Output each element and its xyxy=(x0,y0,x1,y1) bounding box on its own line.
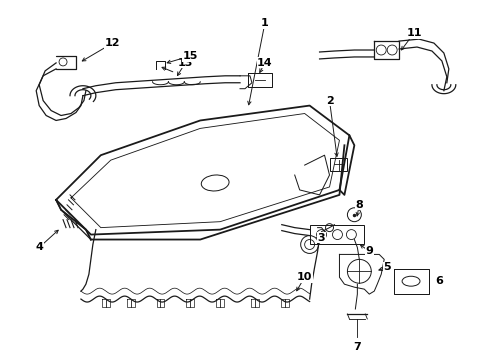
Text: 15: 15 xyxy=(182,51,198,61)
Text: 6: 6 xyxy=(434,276,442,286)
Text: 9: 9 xyxy=(365,247,372,256)
Text: 7: 7 xyxy=(353,342,361,352)
Text: 8: 8 xyxy=(355,200,363,210)
Text: 2: 2 xyxy=(325,96,333,105)
Text: 14: 14 xyxy=(257,58,272,68)
Text: 3: 3 xyxy=(317,233,325,243)
Text: 11: 11 xyxy=(406,28,421,38)
Text: 13: 13 xyxy=(177,58,193,68)
Text: 10: 10 xyxy=(296,272,312,282)
Text: 4: 4 xyxy=(35,243,43,252)
Text: 12: 12 xyxy=(105,38,120,48)
Text: 5: 5 xyxy=(383,262,390,272)
Text: 1: 1 xyxy=(261,18,268,28)
